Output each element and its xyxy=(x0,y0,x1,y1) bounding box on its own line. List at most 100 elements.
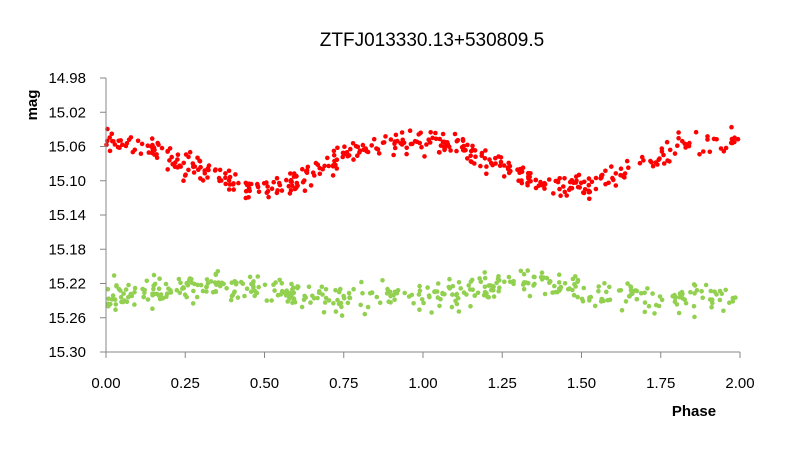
green-data-point xyxy=(692,314,697,320)
green-data-point xyxy=(178,280,183,286)
x-tick-label: 0.25 xyxy=(171,375,200,392)
red-data-point xyxy=(498,155,504,160)
red-data-point xyxy=(340,150,346,156)
green-data-point xyxy=(417,288,423,294)
red-data-point xyxy=(383,134,388,139)
red-data-point xyxy=(667,147,673,153)
red-data-point xyxy=(149,136,155,141)
red-data-point xyxy=(482,156,488,161)
green-data-point xyxy=(419,297,425,302)
green-data-point xyxy=(417,307,422,313)
green-data-point xyxy=(126,294,131,300)
green-data-point xyxy=(156,286,162,292)
green-data-point xyxy=(262,282,268,288)
green-data-point xyxy=(311,296,317,301)
green-data-point xyxy=(150,306,155,312)
red-data-point xyxy=(515,167,520,172)
red-data-point xyxy=(587,196,592,202)
green-data-point xyxy=(345,300,351,306)
green-data-point xyxy=(539,270,545,276)
red-data-point xyxy=(714,137,719,142)
red-data-point xyxy=(177,163,182,169)
green-data-point xyxy=(527,293,533,299)
red-data-point xyxy=(650,163,656,169)
red-data-point xyxy=(697,152,702,157)
red-data-point xyxy=(138,151,144,156)
red-data-point xyxy=(320,167,326,172)
red-data-point xyxy=(718,146,724,151)
green-data-point xyxy=(264,298,270,303)
red-data-point xyxy=(292,186,298,192)
red-data-point xyxy=(448,148,453,153)
green-data-point xyxy=(426,293,432,298)
green-data-point xyxy=(132,285,138,291)
green-data-point xyxy=(204,289,209,294)
red-data-point xyxy=(479,150,485,156)
red-data-point xyxy=(146,150,152,155)
red-data-point xyxy=(288,171,293,176)
red-data-point xyxy=(243,188,249,194)
green-data-point xyxy=(110,293,116,298)
red-data-point xyxy=(533,177,538,183)
green-data-point xyxy=(659,297,665,303)
red-data-point xyxy=(562,189,568,195)
green-data-point xyxy=(645,286,650,291)
green-data-point xyxy=(592,303,598,309)
red-data-point xyxy=(109,131,115,137)
green-data-point xyxy=(674,302,680,307)
green-data-point xyxy=(362,311,368,317)
red-data-point xyxy=(506,170,512,176)
red-data-point xyxy=(723,145,729,151)
red-data-point xyxy=(348,146,353,152)
green-data-point xyxy=(228,297,234,303)
green-data-point xyxy=(210,290,216,295)
red-data-point xyxy=(468,159,474,164)
green-data-point xyxy=(338,286,343,292)
green-data-point xyxy=(482,275,488,281)
green-data-point xyxy=(308,300,313,305)
red-data-point xyxy=(701,149,706,154)
green-data-point xyxy=(456,280,462,285)
green-data-point xyxy=(482,284,488,290)
green-data-point xyxy=(204,284,209,289)
red-data-point xyxy=(182,173,188,178)
red-data-point xyxy=(351,157,356,162)
red-data-point xyxy=(567,179,573,185)
red-data-point xyxy=(478,163,483,169)
red-data-point xyxy=(536,183,542,188)
green-data-point xyxy=(269,298,274,303)
red-data-point xyxy=(665,158,670,163)
y-tick-label: 15.14 xyxy=(48,207,86,224)
red-data-point xyxy=(441,139,447,145)
red-data-point xyxy=(593,175,599,181)
green-data-point xyxy=(113,302,119,307)
red-data-point xyxy=(693,129,699,135)
red-data-point xyxy=(154,152,159,157)
red-data-point xyxy=(226,168,232,174)
red-data-point xyxy=(244,182,250,188)
red-data-point xyxy=(493,161,498,166)
green-data-point xyxy=(177,290,183,296)
red-data-point xyxy=(315,162,321,167)
red-data-point xyxy=(611,177,616,183)
red-data-point xyxy=(392,145,398,151)
y-tick-label: 15.06 xyxy=(48,139,86,156)
x-tick-label: 1.75 xyxy=(646,375,675,392)
green-data-point xyxy=(380,278,385,283)
red-data-point xyxy=(639,154,645,160)
green-data-point xyxy=(694,288,700,293)
red-data-point xyxy=(618,166,624,171)
red-data-point xyxy=(497,163,503,168)
green-data-point xyxy=(168,290,174,295)
green-data-point xyxy=(190,301,196,306)
green-data-point xyxy=(520,282,526,287)
green-data-point xyxy=(673,294,678,300)
green-data-point xyxy=(333,309,339,314)
red-data-point xyxy=(223,175,228,181)
y-tick-label: 15.22 xyxy=(48,276,86,293)
green-data-point xyxy=(416,292,422,297)
green-data-point xyxy=(532,281,537,287)
y-tick-label: 15.26 xyxy=(48,310,86,327)
green-data-point xyxy=(496,288,502,294)
green-data-point xyxy=(525,268,530,273)
